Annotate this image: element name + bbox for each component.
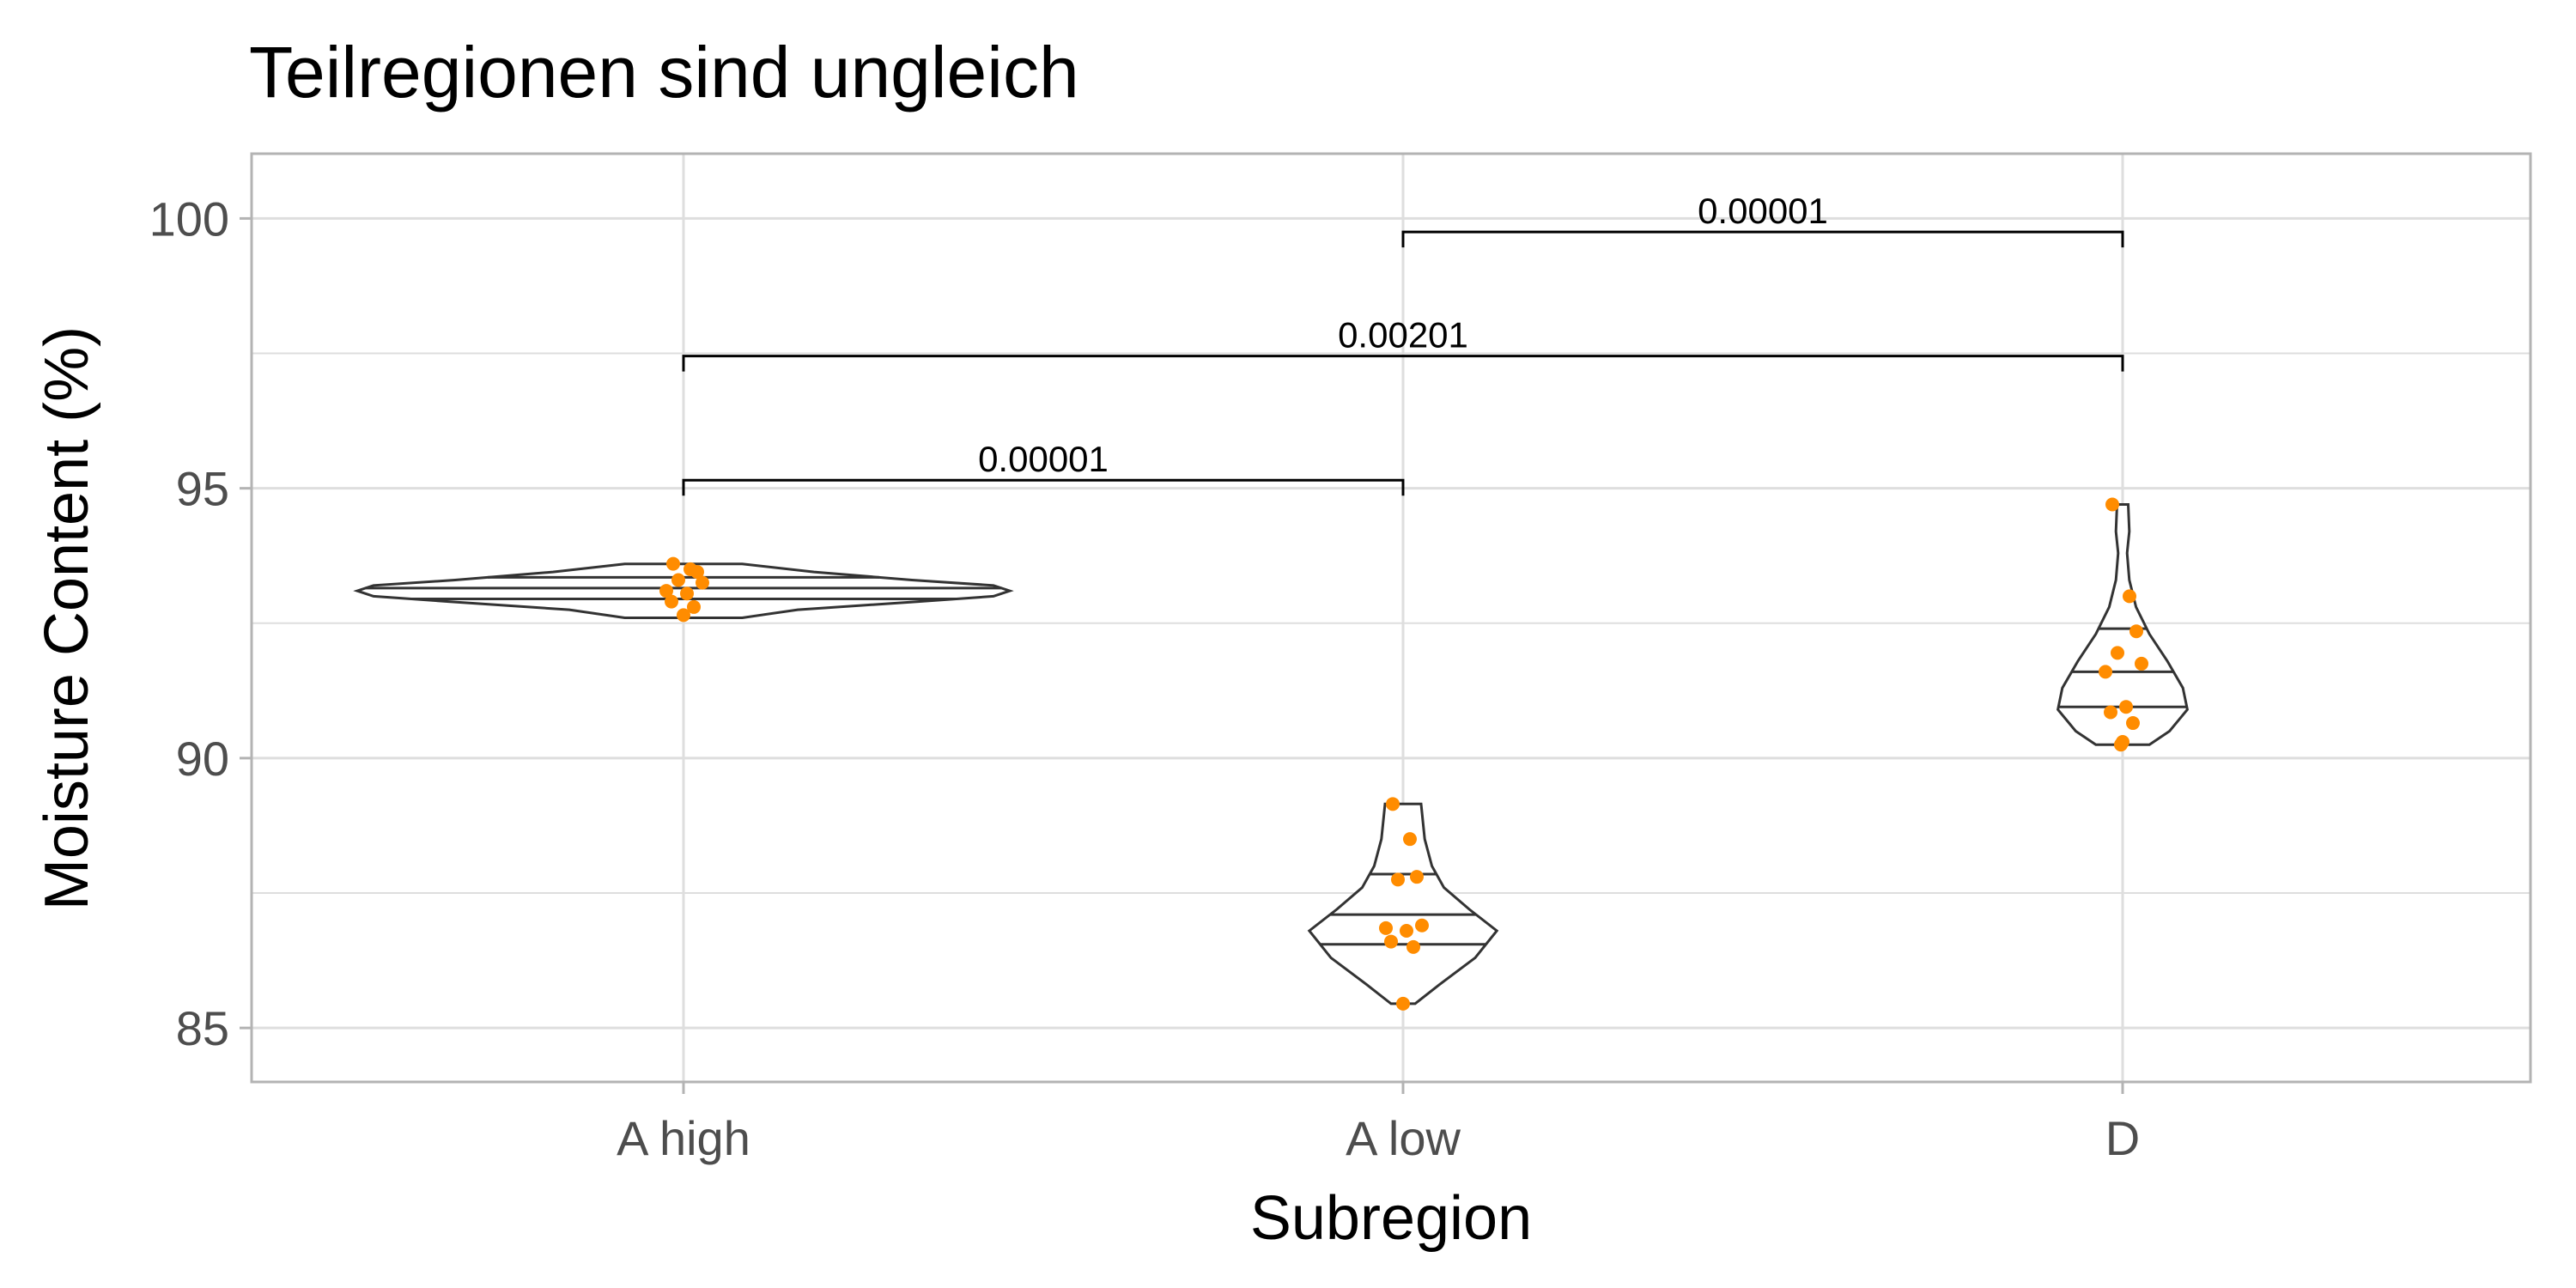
data-point <box>696 575 709 590</box>
points-a-high <box>659 556 709 623</box>
data-point <box>2104 705 2117 720</box>
x-axis-title: Subregion <box>1250 1184 1532 1253</box>
data-point <box>1415 918 1429 933</box>
bracket-a-low-vs-d: 0.00001 <box>1401 191 2124 248</box>
bracket-a-high-vs-d: 0.00201 <box>682 315 2124 372</box>
x-tick-label: A low <box>1346 1111 1461 1165</box>
data-point <box>1406 939 1420 954</box>
violin-outline <box>1307 802 1499 1005</box>
data-point <box>1403 832 1417 847</box>
x-axis: A high A low D <box>617 1082 2140 1165</box>
data-point <box>2099 665 2112 679</box>
data-point <box>2135 656 2148 671</box>
p-value-label: 0.00001 <box>1698 191 1828 231</box>
points-a-low <box>1379 797 1429 1011</box>
data-point <box>2126 716 2140 731</box>
y-tick-label: 85 <box>176 1001 229 1055</box>
data-point <box>2129 624 2143 639</box>
data-point <box>680 586 694 601</box>
data-point <box>1400 924 1413 939</box>
y-tick-label: 90 <box>176 732 229 786</box>
violin-a-low <box>1307 802 1499 1005</box>
data-point <box>1396 996 1410 1011</box>
data-point <box>659 584 673 598</box>
bracket-a-high-vs-a-low: 0.00001 <box>682 439 1405 496</box>
data-point <box>2119 700 2133 714</box>
x-tick-label: A high <box>617 1111 750 1165</box>
p-value-label: 0.00001 <box>978 439 1109 479</box>
y-tick-label: 95 <box>176 462 229 516</box>
data-point <box>1379 920 1393 935</box>
data-point <box>666 556 680 571</box>
panel-border <box>250 152 2532 1084</box>
data-point <box>687 599 701 614</box>
data-point <box>677 608 690 623</box>
y-axis: 85 90 95 100 <box>149 191 252 1055</box>
data-point <box>2123 589 2136 604</box>
y-axis-title: Moisture Content (%) <box>33 326 101 910</box>
p-value-label: 0.00201 <box>1338 315 1468 355</box>
data-point <box>1386 797 1400 811</box>
data-point <box>1410 870 1424 884</box>
chart-title: Teilregionen sind ungleich <box>249 32 1079 112</box>
data-point <box>671 573 685 587</box>
data-point <box>2105 497 2119 512</box>
comparison-brackets: 0.00001 0.00201 0.00001 <box>682 191 2124 496</box>
data-point <box>665 594 678 609</box>
bracket-line <box>682 478 1405 496</box>
data-point <box>2114 738 2128 752</box>
points-d <box>2099 497 2148 752</box>
bracket-line <box>1401 230 2124 248</box>
data-point <box>2111 646 2124 660</box>
bracket-line <box>682 355 2124 372</box>
data-point <box>1391 872 1405 887</box>
data-points <box>659 497 2148 1011</box>
x-tick-label: D <box>2105 1111 2140 1165</box>
data-point <box>1384 934 1398 949</box>
y-tick-label: 100 <box>149 191 229 246</box>
data-point <box>690 565 704 580</box>
plot-panel: 0.00001 0.00201 0.00001 <box>250 152 2532 1084</box>
